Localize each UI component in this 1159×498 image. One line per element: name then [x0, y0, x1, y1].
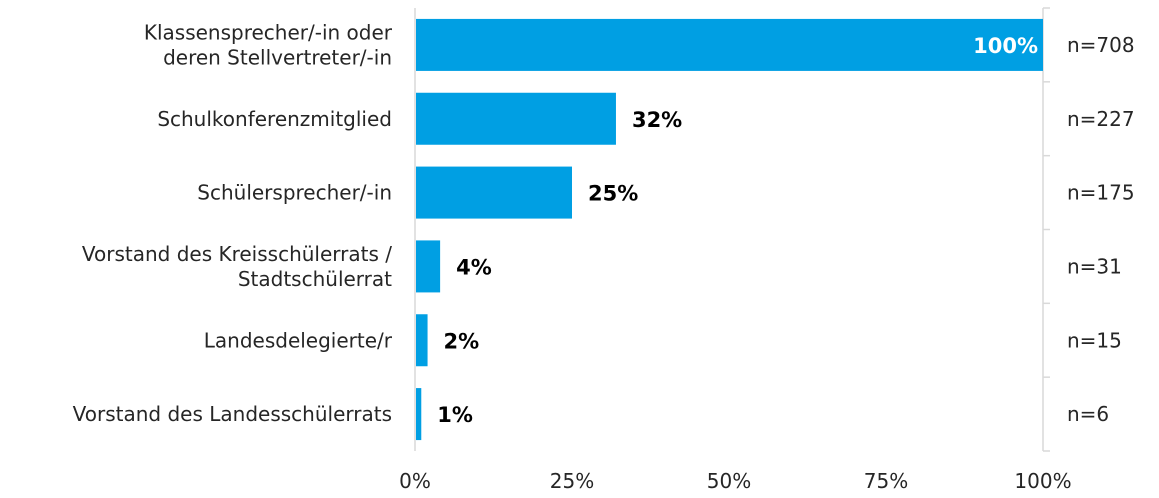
category-label: Schulkonferenzmitglied	[157, 107, 392, 131]
n-label: n=6	[1067, 402, 1109, 426]
n-label: n=31	[1067, 254, 1122, 278]
bar	[416, 240, 441, 293]
bar	[416, 388, 422, 441]
category-label: Schülersprecher/-in	[197, 181, 392, 205]
bar	[416, 92, 616, 145]
n-label: n=227	[1067, 107, 1135, 131]
x-tick-label: 100%	[1014, 469, 1071, 493]
x-tick-label: 75%	[864, 469, 908, 493]
x-tick-label: 0%	[399, 469, 431, 493]
value-label: 1%	[437, 403, 473, 427]
n-label: n=15	[1067, 328, 1122, 352]
bar	[416, 166, 572, 219]
bars-group	[416, 18, 1043, 441]
n-label: n=708	[1067, 33, 1135, 57]
category-label: Landesdelegierte/r	[204, 328, 393, 352]
n-label: n=175	[1067, 181, 1135, 205]
value-label: 25%	[588, 182, 638, 206]
category-label: Vorstand des Landesschülerrats	[73, 402, 392, 426]
category-label: Vorstand des Kreisschülerrats /	[82, 242, 392, 266]
value-label: 32%	[632, 108, 682, 132]
category-label: Stadtschülerrat	[238, 267, 392, 291]
bar	[416, 18, 1043, 71]
value-label: 100%	[973, 34, 1038, 58]
bar	[416, 314, 428, 367]
x-tick-label: 50%	[707, 469, 751, 493]
x-tick-label: 25%	[550, 469, 594, 493]
value-label: 2%	[444, 329, 480, 353]
category-label: deren Stellvertreter/-in	[163, 45, 392, 69]
value-label: 4%	[456, 255, 492, 279]
category-label: Klassensprecher/-in oder	[144, 20, 393, 44]
